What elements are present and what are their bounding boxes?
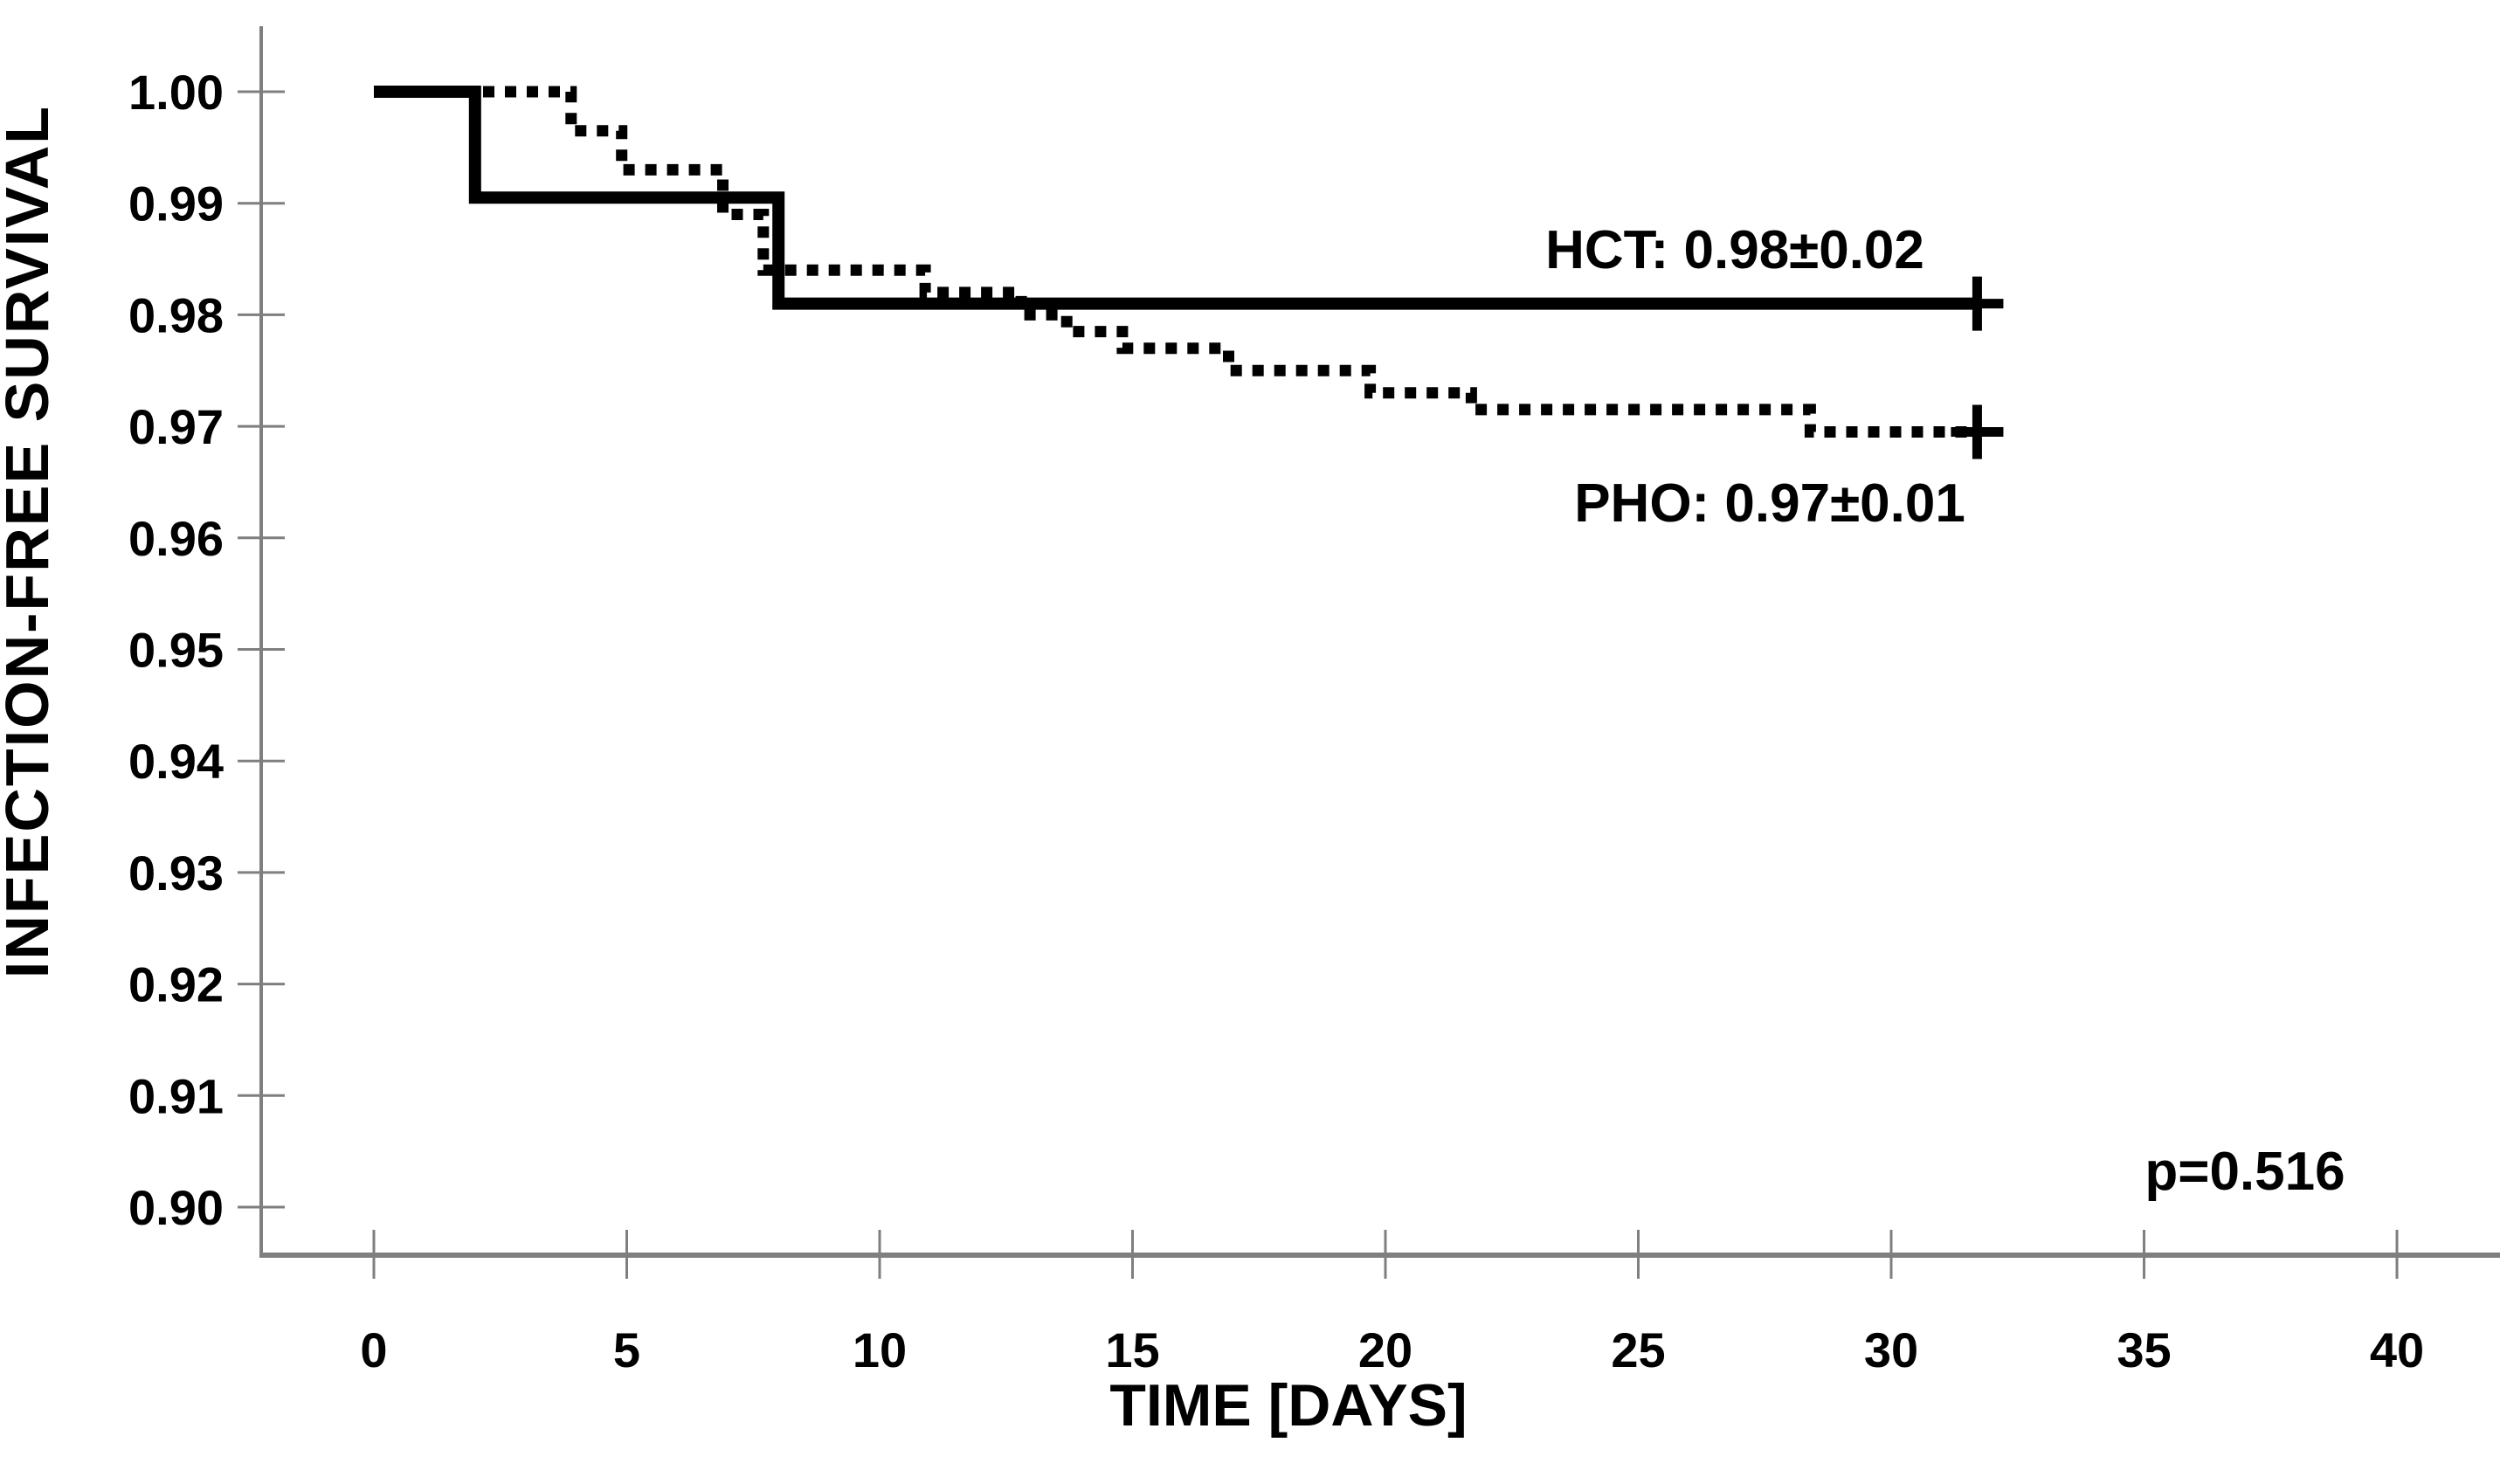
hct-summary-label: HCT: 0.98±0.02: [1545, 220, 1924, 280]
y-tick-label: 0.96: [128, 511, 224, 566]
y-tick-label: 0.98: [128, 287, 224, 342]
x-tick-label: 40: [2370, 1322, 2424, 1377]
y-tick-label: 0.90: [128, 1180, 224, 1235]
censor-mark-pho: [1951, 404, 2004, 459]
x-tick-label: 30: [1864, 1322, 1918, 1377]
y-tick-label: 1.00: [128, 65, 224, 120]
p-value-label: p=0.516: [2144, 1142, 2345, 1202]
y-tick-label: 0.92: [128, 957, 224, 1012]
censor-mark-hct: [1951, 276, 2004, 331]
y-tick-label: 0.91: [128, 1068, 224, 1123]
y-tick-label: 0.97: [128, 399, 224, 454]
curves-layer: [374, 86, 2004, 459]
km-curve-pho: [374, 86, 1978, 438]
axes-layer: 1.00 0.99 0.98 0.97 0.96 0.95 0.94 0.93 0.92 0.91…: [128, 26, 2500, 1377]
x-tick-label: 5: [613, 1322, 640, 1377]
y-axis-title: INFECTION-FREE SURVIVAL: [0, 105, 61, 978]
y-tick-label: 0.93: [128, 846, 224, 901]
x-tick-label: 15: [1105, 1322, 1159, 1377]
y-tick-label: 0.94: [128, 734, 224, 789]
km-curve-hct: [374, 86, 1978, 310]
pho-summary-label: PHO: 0.97±0.01: [1574, 473, 1965, 534]
x-tick-label: 25: [1611, 1322, 1665, 1377]
x-axis-title: TIME [DAYS]: [1109, 1372, 1467, 1439]
x-tick-label: 35: [2117, 1322, 2171, 1377]
y-tick-label: 0.95: [128, 623, 224, 678]
x-tick-label: 10: [853, 1322, 907, 1377]
x-tick-label: 0: [360, 1322, 387, 1377]
y-tick-label: 0.99: [128, 176, 224, 231]
x-tick-label: 20: [1358, 1322, 1412, 1377]
